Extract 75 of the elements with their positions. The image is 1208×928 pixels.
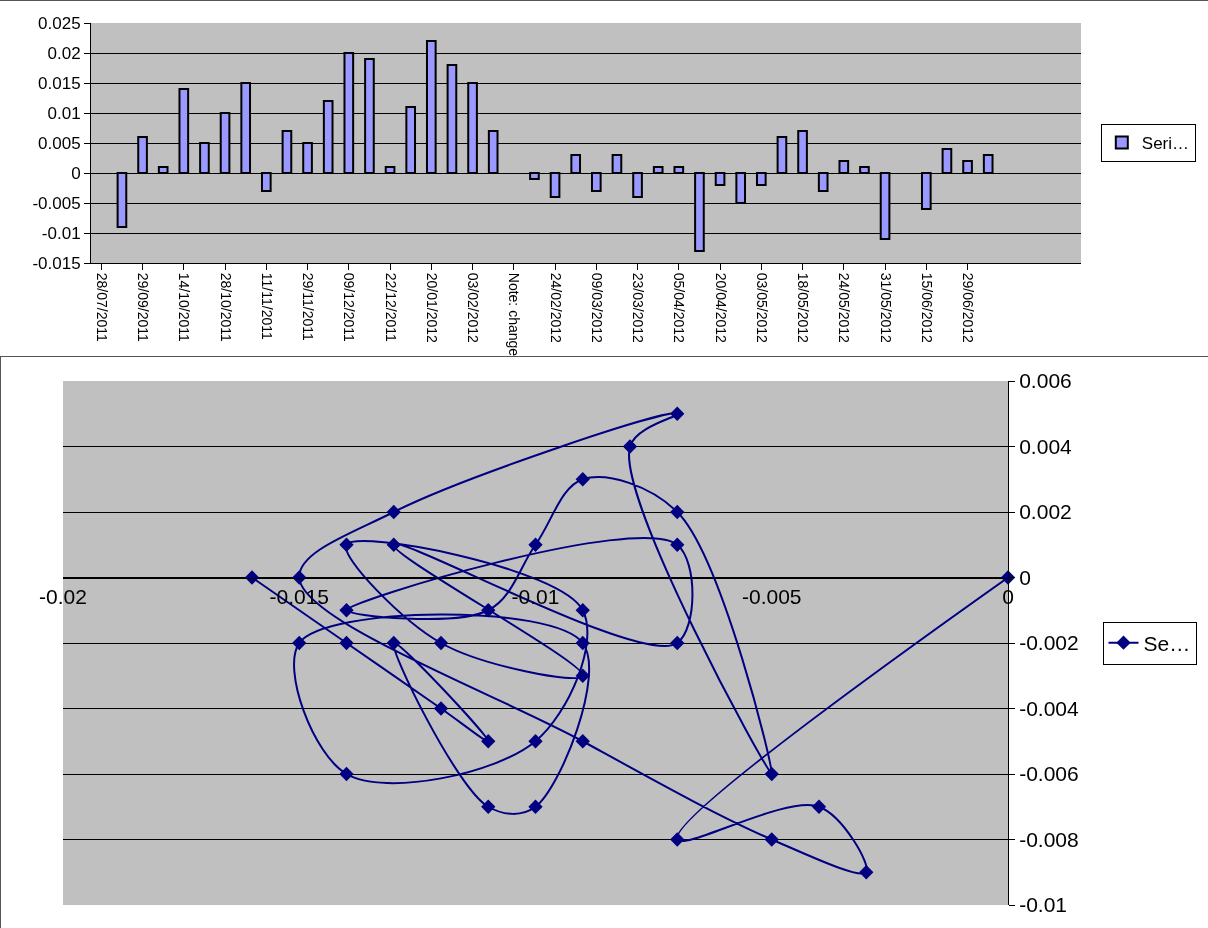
x-tick-label: 28/10/2011 [217,272,234,343]
point [481,799,496,814]
point [528,537,543,552]
y-tick-label: 0.005 [38,133,81,153]
x-tick-label: 09/12/2011 [341,272,358,343]
legend-label: Se… [1143,631,1191,655]
x-tick-label: 28/07/2011 [93,272,110,343]
x-tick-label: 14/10/2011 [176,272,193,343]
point [481,603,496,618]
point [575,472,590,487]
point [386,537,401,552]
point [528,734,543,749]
x-tick-label: 29/06/2012 [960,272,977,344]
legend-label: Seri… [1141,134,1190,154]
point [339,603,354,618]
x-tick-label: 20/01/2012 [423,272,440,344]
point [811,799,827,814]
point [764,832,779,847]
point [670,537,685,552]
point [386,635,401,651]
y-tick-label: -0.01 [1019,893,1068,917]
y-tick-label: -0.008 [1019,827,1079,851]
point [292,635,307,651]
y-tick-label: 0.025 [38,13,81,33]
y-tick-label: 0.002 [1019,500,1072,524]
point [575,635,590,651]
point [575,734,590,749]
x-tick-label: 11/11/2011 [258,272,275,340]
y-tick-label: 0.015 [38,73,81,93]
point [764,766,779,782]
x-tick-label: 09/03/2012 [588,272,605,344]
y-tick-label: -0.01 [41,223,81,243]
x-tick-label: 15/06/2012 [918,272,935,344]
x-tick-label: -0.005 [741,584,802,608]
y-tick-label: -0.002 [1019,631,1079,655]
point [575,668,590,683]
point [528,799,543,814]
x-tick-label: 29/11/2011 [300,272,317,341]
x-tick-label: 31/05/2012 [877,272,894,344]
x-tick-label: 05/04/2012 [671,272,688,344]
x-tick-label: 20/04/2012 [712,272,729,344]
point [670,832,685,847]
x-tick-label: Note: change [506,272,523,357]
x-tick-label: 03/05/2012 [753,272,770,344]
x-tick-label: 22/12/2011 [382,272,399,343]
y-tick-label: -0.015 [32,253,81,273]
point [339,635,354,651]
y-tick-label: 0 [1019,565,1031,589]
x-tick-label: 03/02/2012 [465,272,482,344]
point [339,766,354,782]
y-tick-label: -0.006 [1019,762,1079,786]
point [386,504,401,520]
point [481,734,496,749]
point [339,537,354,552]
y-tick-label: -0.005 [32,193,81,213]
x-tick-label: 24/05/2012 [836,272,853,344]
x-tick-label: 18/05/2012 [795,272,812,344]
x-tick-label: 23/03/2012 [630,272,647,344]
point [670,504,685,520]
point [859,865,874,880]
y-tick-label: 0 [71,163,81,183]
point [433,635,449,651]
point [575,603,590,618]
x-tick-label: -0.02 [39,584,87,608]
point [622,439,638,454]
y-tick-label: 0.004 [1019,434,1073,458]
point [670,635,685,651]
y-tick-label: 0.006 [1019,369,1072,393]
x-tick-label: 24/02/2012 [547,272,564,344]
point [670,406,685,421]
y-tick-label: -0.004 [1019,696,1080,720]
y-tick-label: 0.02 [47,43,81,63]
x-tick-label: 29/09/2011 [135,272,152,343]
point [433,701,449,716]
y-tick-label: 0.01 [47,103,81,123]
